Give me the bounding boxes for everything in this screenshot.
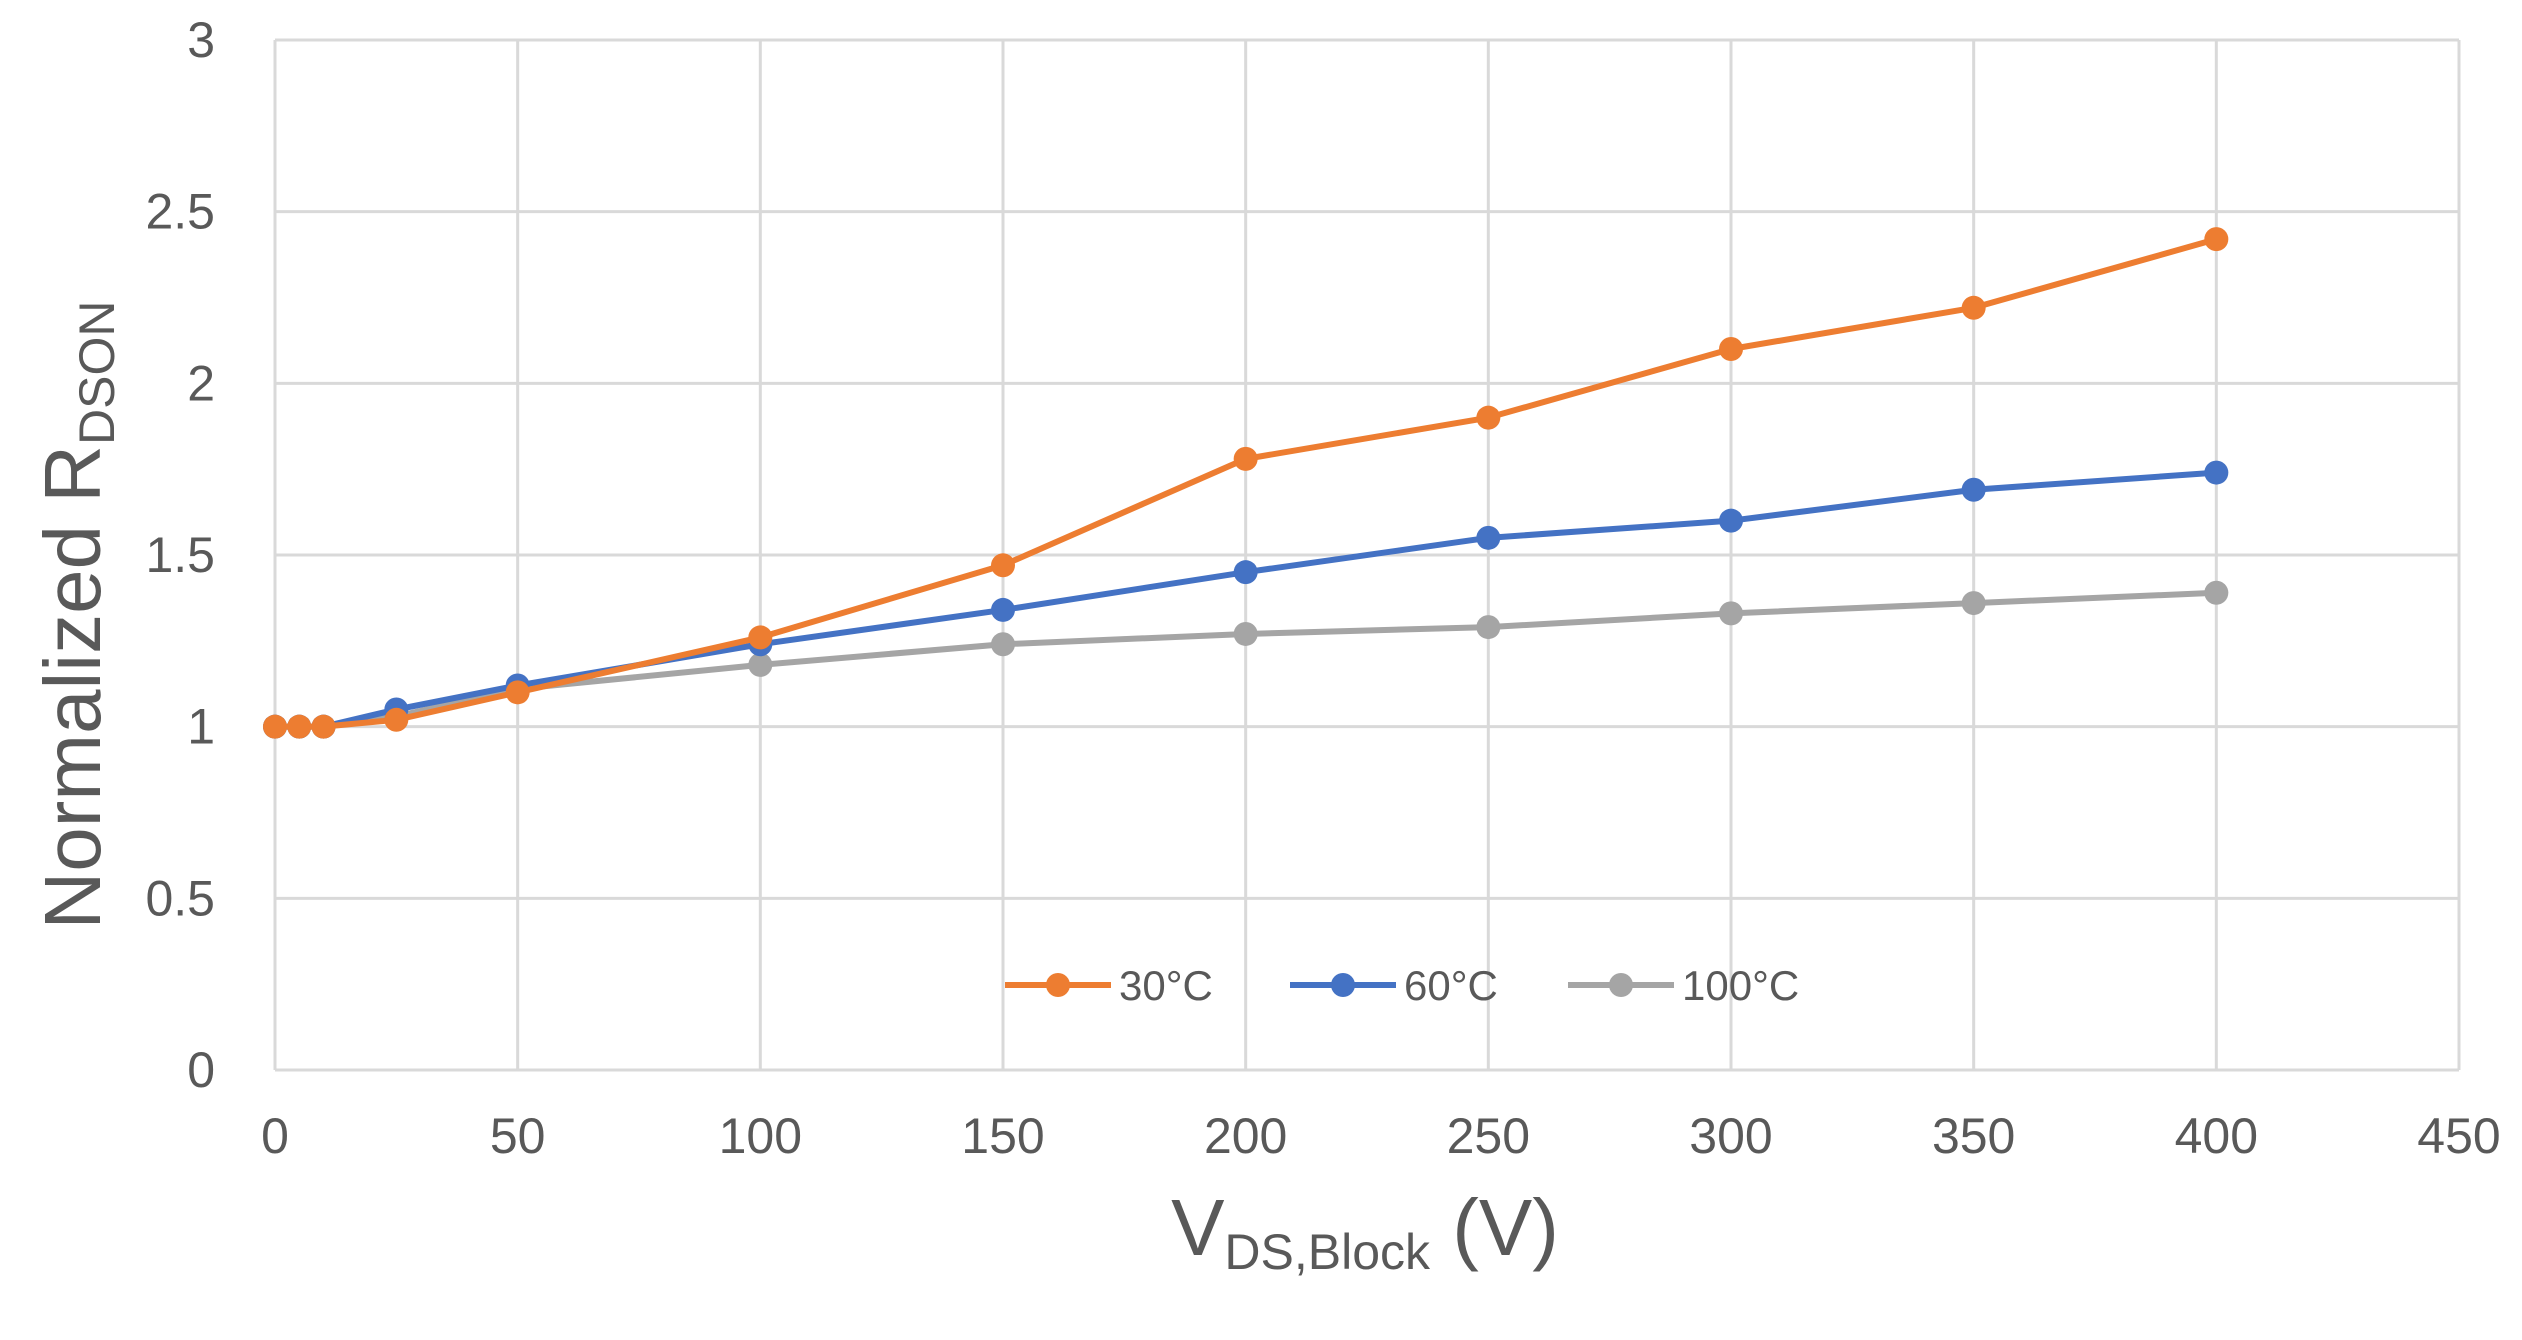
y-axis-title: Normalized RDSON [28,300,125,929]
x-tick-label: 200 [1204,1108,1287,1164]
x-tick-label: 400 [2175,1108,2258,1164]
legend-item: 60°C [1290,962,1498,1009]
y-axis-title-subscript: DSON [69,300,125,444]
data-point [505,680,530,705]
y-tick-label: 1 [187,699,215,755]
y-tick-label: 0 [187,1042,215,1098]
data-point [748,625,773,650]
y-tick-labels: 0 0.5 1 1.5 2 2.5 3 [145,12,215,1098]
x-tick-labels: 0 50 100 150 200 250 300 350 400 450 [261,1108,2501,1164]
legend-label: 100°C [1682,962,1799,1009]
data-point [991,553,1015,578]
y-tick-label: 3 [187,12,215,68]
legend: 30°C 60°C 100°C [1005,962,1799,1009]
x-tick-label: 450 [2417,1108,2500,1164]
data-point [2204,580,2229,605]
data-point [2204,227,2229,252]
data-point [1719,337,1743,361]
data-point [991,632,1015,657]
legend-marker [1331,973,1355,997]
legend-item: 30°C [1005,962,1213,1009]
data-point [1233,621,1258,646]
x-axis-title-main: V [1171,1183,1225,1272]
data-point [384,707,409,732]
y-axis-title-main: Normalized R [28,445,117,930]
x-axis-title-subscript: DS,Block [1224,1224,1431,1280]
data-point [287,714,312,739]
data-point [991,597,1015,622]
x-tick-label: 300 [1689,1108,1772,1164]
data-point [311,714,336,739]
x-tick-label: 100 [719,1108,802,1164]
x-tick-label: 250 [1447,1108,1530,1164]
series-30°C [263,227,2229,739]
legend-marker [1046,973,1070,997]
legend-label: 30°C [1119,962,1213,1009]
legend-label: 60°C [1404,962,1498,1009]
data-point [1476,615,1501,640]
series-layer [263,227,2229,739]
x-tick-label: 0 [261,1108,289,1164]
data-point [748,652,773,677]
y-tick-label: 0.5 [145,870,215,926]
data-point [1233,560,1258,585]
y-tick-label: 2.5 [145,184,215,240]
data-point [1961,591,1986,616]
data-point [1961,477,1986,502]
x-axis-title-suffix: (V) [1430,1183,1559,1272]
legend-item: 100°C [1568,962,1799,1009]
x-tick-label: 150 [961,1108,1044,1164]
legend-marker [1609,973,1633,997]
data-point [1719,508,1743,533]
x-tick-label: 350 [1932,1108,2015,1164]
data-point [263,714,287,739]
y-tick-label: 1.5 [145,527,215,583]
data-point [2204,460,2229,485]
gridlines [273,38,2461,1072]
data-point [1719,601,1743,626]
x-tick-label: 50 [490,1108,546,1164]
data-point [1476,405,1501,430]
data-point [1476,525,1501,550]
data-point [1961,295,1986,320]
data-point [1233,446,1258,471]
x-axis-title: VDS,Block (V) [1171,1183,1559,1280]
y-tick-label: 2 [187,355,215,411]
